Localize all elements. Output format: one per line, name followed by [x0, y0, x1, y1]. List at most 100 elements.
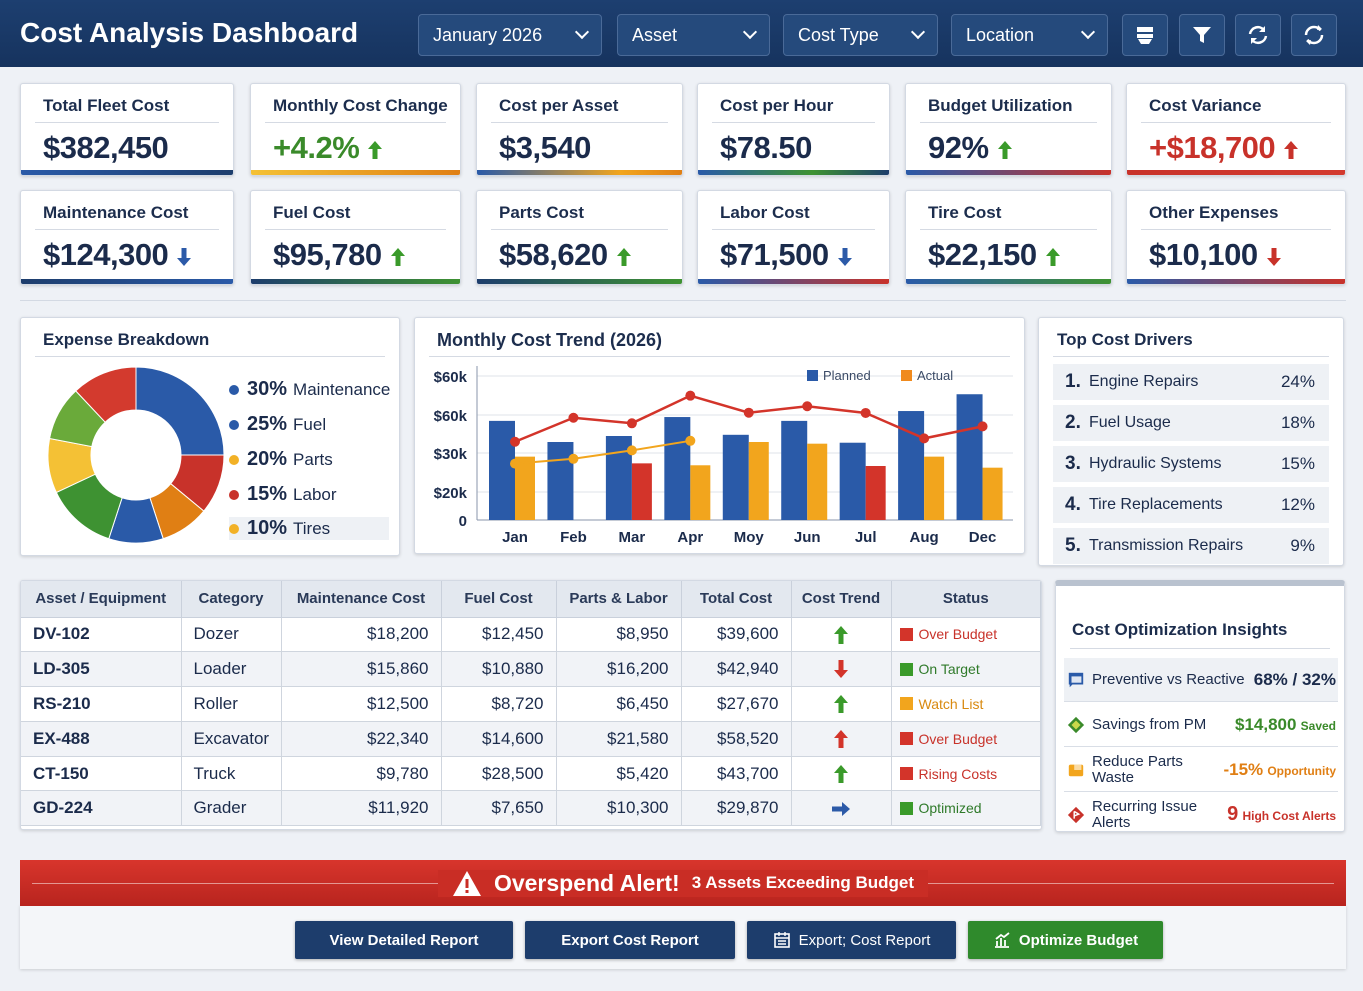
y-tick-label: $60k	[434, 369, 468, 386]
diamond-icon	[1067, 716, 1085, 733]
divider	[491, 122, 668, 123]
kpi-value: $3,540	[499, 130, 591, 165]
month-dropdown[interactable]: January 2026	[418, 14, 602, 56]
location-dropdown[interactable]: Location	[951, 14, 1108, 56]
button-label: Export Cost Report	[561, 931, 699, 949]
line-point	[743, 407, 754, 418]
table-row[interactable]: EX-488 Excavator $22,340 $14,600 $21,580…	[21, 721, 1041, 757]
kpi-card[interactable]: Cost Variance +$18,700	[1126, 83, 1346, 176]
trend-arrow-icon	[791, 790, 892, 827]
alert-diamond-icon	[1067, 806, 1085, 823]
bar-planned	[489, 420, 515, 520]
column-header[interactable]: Cost Trend	[791, 581, 892, 618]
filter-button[interactable]	[1179, 14, 1225, 56]
driver-item[interactable]: 5. Transmission Repairs 9%	[1053, 528, 1329, 564]
table-row[interactable]: CT-150 Truck $9,780 $28,500 $5,420 $43,7…	[21, 756, 1041, 792]
column-header[interactable]: Status	[891, 581, 1041, 618]
insight-item[interactable]: Preventive vs Reactive 68% / 32%	[1064, 658, 1338, 702]
asset-cell: LD-305	[21, 651, 182, 688]
kpi-accent-stripe	[906, 170, 1111, 175]
trend-arrow-icon	[997, 130, 1013, 165]
table-row[interactable]: DV-102 Dozer $18,200 $12,450 $8,950 $39,…	[21, 617, 1041, 653]
category-cell: Excavator	[181, 721, 282, 757]
asset-dropdown[interactable]: Asset	[617, 14, 770, 56]
driver-rank: 5.	[1065, 535, 1081, 556]
kpi-card[interactable]: Other Expenses $10,100	[1126, 190, 1346, 285]
drivers-title: Top Cost Drivers	[1057, 330, 1193, 349]
x-tick-label: Aug	[910, 529, 939, 546]
category-cell: Truck	[181, 756, 282, 792]
total-cost-cell: $42,940	[681, 651, 792, 688]
x-tick-label: Mar	[619, 529, 646, 546]
kpi-card[interactable]: Cost per Asset $3,540	[476, 83, 683, 176]
total-cost-cell: $39,600	[681, 617, 792, 653]
trend-arrow-icon	[616, 237, 632, 272]
kpi-accent-stripe	[906, 279, 1111, 284]
kpi-label: Cost per Hour	[720, 96, 834, 115]
column-header[interactable]: Maintenance Cost	[281, 581, 442, 618]
asset-cost-table: Asset / Equipment Category Maintenance Cos…	[20, 580, 1042, 830]
sync-button[interactable]	[1291, 14, 1337, 56]
kpi-value: +$18,700	[1149, 130, 1276, 165]
table-row[interactable]: RS-210 Roller $12,500 $8,720 $6,450 $27,…	[21, 686, 1041, 722]
status-badge: Over Budget	[918, 626, 998, 643]
x-tick-label: Moy	[734, 529, 765, 546]
refresh-icon	[1248, 25, 1268, 45]
kpi-card[interactable]: Labor Cost $71,500	[697, 190, 890, 285]
fuel-cost-cell: $8,720	[441, 686, 557, 722]
fuel-cost-cell: $28,500	[441, 756, 557, 792]
export-cost-report-calendar-button[interactable]: Export; Cost Report	[747, 921, 956, 959]
kpi-card[interactable]: Parts Cost $58,620	[476, 190, 683, 285]
chart-title: Monthly Cost Trend (2026)	[437, 330, 663, 350]
driver-item[interactable]: 1. Engine Repairs 24%	[1053, 364, 1329, 400]
legend-label: Maintenance	[293, 379, 391, 399]
cost-type-dropdown[interactable]: Cost Type	[783, 14, 938, 56]
kpi-card[interactable]: Cost per Hour $78.50	[697, 83, 890, 176]
trend-arrow-icon	[791, 721, 892, 757]
layers-icon	[1137, 27, 1153, 44]
location-value: Location	[966, 24, 1035, 45]
sync-icon	[1304, 25, 1324, 45]
column-header[interactable]: Parts & Labor	[556, 581, 682, 618]
insight-item[interactable]: Recurring Issue Alerts 9 High Cost Alert…	[1064, 793, 1338, 831]
kpi-card[interactable]: Fuel Cost $95,780	[250, 190, 461, 285]
column-header[interactable]: Fuel Cost	[441, 581, 557, 618]
fuel-cost-cell: $14,600	[441, 721, 557, 757]
trend-arrow-icon	[390, 237, 406, 272]
kpi-card[interactable]: Tire Cost $22,150	[905, 190, 1112, 285]
table-row[interactable]: LD-305 Loader $15,860 $10,880 $16,200 $4…	[21, 651, 1041, 688]
x-tick-label: Jan	[502, 529, 528, 546]
kpi-accent-stripe	[477, 279, 682, 284]
cost-type-value: Cost Type	[798, 24, 879, 45]
layers-button[interactable]	[1122, 14, 1168, 56]
kpi-card[interactable]: Budget Utilization 92%	[905, 83, 1112, 176]
optimize-budget-button[interactable]: Optimize Budget	[968, 921, 1163, 959]
refresh-button[interactable]	[1235, 14, 1281, 56]
donut-segment	[75, 366, 137, 423]
table-row[interactable]: GD-224 Grader $11,920 $7,650 $10,300 $29…	[21, 790, 1041, 827]
export-cost-report-button[interactable]: Export Cost Report	[525, 921, 735, 959]
insight-item[interactable]: Savings from PM $14,800 Saved	[1064, 703, 1338, 747]
expense-breakdown-panel: Expense Breakdown 30% Maintenance 25% Fu…	[20, 317, 400, 556]
divider	[1141, 122, 1331, 123]
driver-item[interactable]: 4. Tire Replacements 12%	[1053, 487, 1329, 523]
kpi-card[interactable]: Total Fleet Cost $382,450	[20, 83, 234, 176]
insights-title: Cost Optimization Insights	[1072, 620, 1288, 639]
column-header[interactable]: Category	[181, 581, 282, 618]
warning-icon	[452, 870, 481, 896]
driver-item[interactable]: 3. Hydraulic Systems 15%	[1053, 446, 1329, 482]
column-header[interactable]: Asset / Equipment	[21, 581, 182, 618]
insight-value: 68% / 32%	[1253, 669, 1336, 689]
insight-item[interactable]: Reduce Parts Waste -15% Opportunity	[1064, 748, 1338, 792]
alert-text: 3 Assets Exceeding Budget	[691, 873, 915, 892]
kpi-card[interactable]: Monthly Cost Change +4.2%	[250, 83, 461, 176]
driver-item[interactable]: 2. Fuel Usage 18%	[1053, 405, 1329, 441]
line-point	[685, 435, 696, 446]
x-tick-label: Feb	[560, 529, 587, 546]
column-header[interactable]: Total Cost	[681, 581, 792, 618]
monthly-cost-panel: Monthly Cost Trend (2026) 0 $20k $30k $60k $…	[414, 317, 1025, 554]
kpi-card[interactable]: Maintenance Cost $124,300	[20, 190, 234, 285]
legend-swatch-planned	[807, 370, 818, 381]
view-detailed-report-button[interactable]: View Detailed Report	[295, 921, 513, 959]
driver-label: Transmission Repairs	[1089, 537, 1244, 554]
